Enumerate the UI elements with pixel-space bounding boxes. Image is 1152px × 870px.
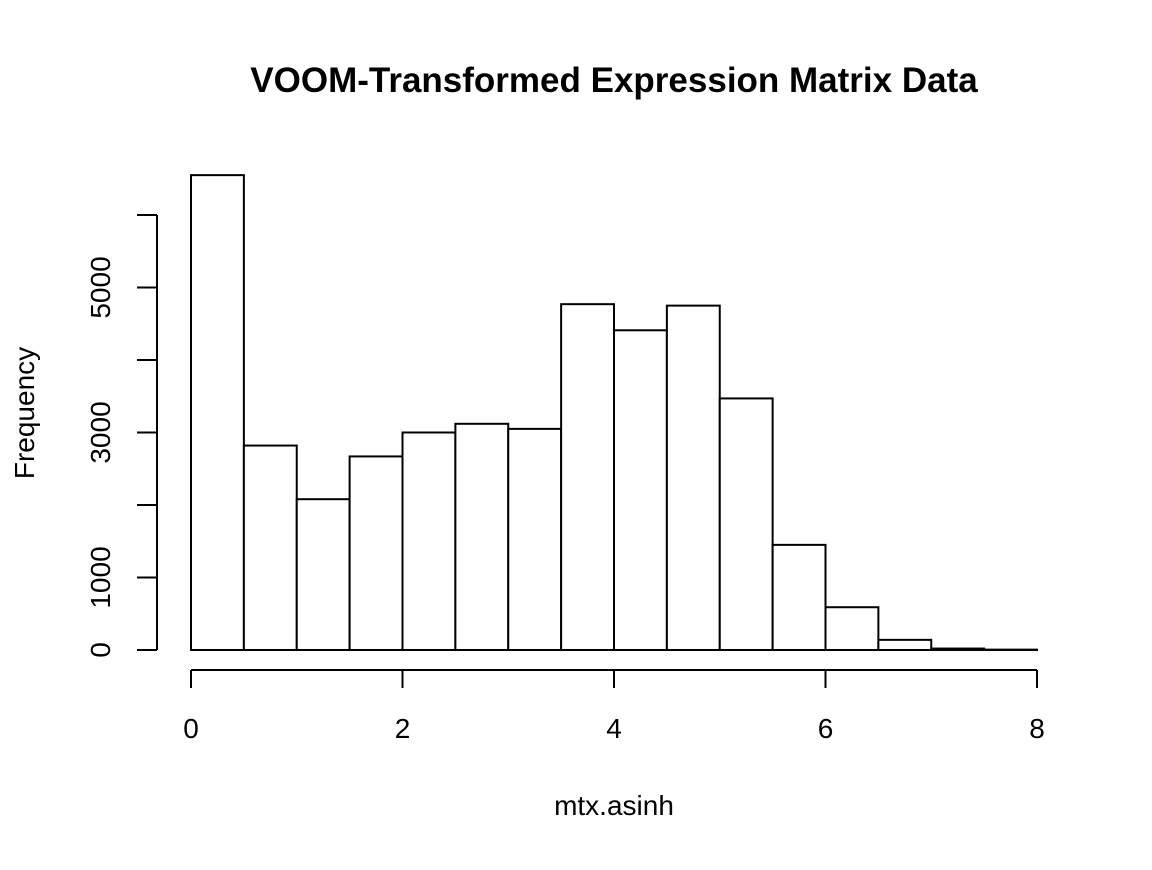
histogram-bar-10 — [720, 398, 773, 650]
y-tick-label-0: 0 — [85, 642, 116, 658]
histogram-bar-2 — [297, 499, 350, 650]
histogram-bar-5 — [455, 424, 508, 650]
x-tick-label-1: 2 — [395, 713, 411, 744]
chart-title: VOOM-Transformed Expression Matrix Data — [250, 61, 978, 100]
histogram-bar-6 — [508, 429, 561, 650]
y-tick-label-5: 5000 — [85, 256, 116, 318]
histogram-bar-1 — [244, 446, 297, 650]
x-tick-label-2: 4 — [606, 713, 622, 744]
bars-group — [191, 175, 1037, 650]
y-tick-label-1: 1000 — [85, 546, 116, 608]
histogram-bar-9 — [667, 306, 720, 650]
y-axis-label: Frequency — [9, 347, 40, 479]
histogram-bar-13 — [878, 640, 931, 650]
histogram-bar-14 — [931, 649, 984, 650]
x-tick-label-0: 0 — [183, 713, 199, 744]
x-tick-label-4: 8 — [1029, 713, 1045, 744]
histogram-bar-0 — [191, 175, 244, 650]
x-axis: 0 2 4 6 8 — [183, 670, 1045, 744]
y-axis: 0 1000 3000 5000 — [85, 215, 157, 658]
histogram-bar-12 — [826, 607, 879, 650]
histogram-bar-11 — [773, 545, 826, 650]
histogram-bar-8 — [614, 330, 667, 650]
y-tick-label-3: 3000 — [85, 401, 116, 463]
x-axis-label: mtx.asinh — [554, 790, 674, 821]
histogram-bar-7 — [561, 304, 614, 650]
histogram-bar-4 — [403, 433, 456, 651]
x-tick-label-3: 6 — [818, 713, 834, 744]
histogram-bar-3 — [350, 456, 403, 650]
